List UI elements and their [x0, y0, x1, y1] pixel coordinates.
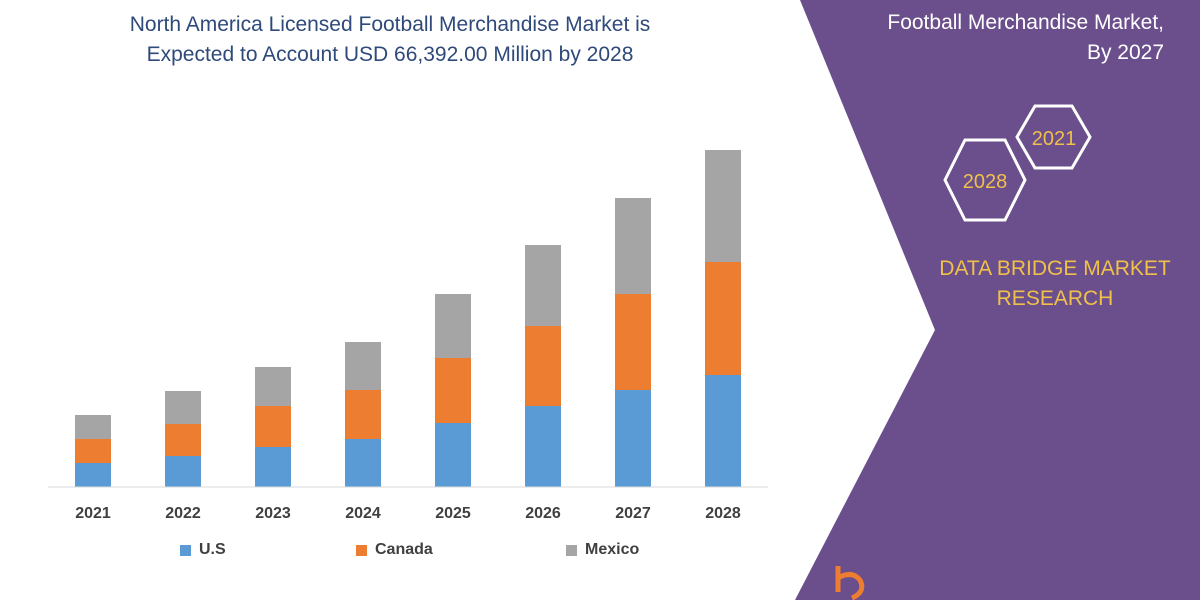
bar-us-2028 [705, 375, 741, 487]
legend-label-canada: Canada [375, 541, 433, 558]
bar-us-2022 [165, 456, 201, 487]
bar-canada-2024 [345, 390, 381, 439]
side-panel-title-line2: By 2027 [1086, 41, 1164, 64]
x-tick-label-2024: 2024 [345, 505, 381, 522]
legend-swatch-mexico [566, 544, 577, 556]
bar-canada-2028 [705, 262, 741, 375]
bar-mexico-2022 [165, 391, 201, 424]
bar-us-2026 [525, 406, 561, 487]
stacked-bar-chart: 2021 2022 2023 2024 2025 2026 2027 2028 [48, 150, 768, 522]
bar-us-2021 [75, 463, 111, 487]
bar-canada-2023 [255, 406, 291, 447]
legend-swatch-canada [356, 544, 367, 556]
x-tick-label-2027: 2027 [615, 505, 651, 522]
legend-item-us: U.S [180, 538, 226, 562]
bar-canada-2022 [165, 424, 201, 456]
side-panel-title-line1: Football Merchandise Market, [887, 11, 1164, 34]
legend-item-canada: Canada [356, 538, 433, 562]
legend-label-mexico: Mexico [585, 541, 640, 558]
bar-mexico-2025 [435, 294, 471, 358]
legend-swatch-us [180, 544, 191, 556]
x-tick-label-2028: 2028 [705, 505, 741, 522]
bar-canada-2025 [435, 358, 471, 423]
bar-mexico-2023 [255, 367, 291, 406]
bar-mexico-2026 [525, 245, 561, 326]
bar-canada-2026 [525, 326, 561, 406]
hex-label-2021: 2021 [1032, 128, 1077, 150]
bar-canada-2027 [615, 294, 651, 390]
chart-title-line1: North America Licensed Football Merchand… [129, 13, 651, 36]
bar-canada-2021 [75, 439, 111, 463]
bar-mexico-2021 [75, 415, 111, 439]
bar-us-2024 [345, 439, 381, 487]
bar-us-2025 [435, 423, 471, 487]
hexagon-2021-icon [1015, 104, 1092, 170]
brand-name: DATA BRIDGE MARKET RESEARCH [930, 254, 1180, 314]
x-tick-label-2026: 2026 [525, 505, 561, 522]
chart-title-line2: Expected to Account USD 66,392.00 Millio… [146, 43, 634, 66]
x-tick-label-2025: 2025 [435, 505, 471, 522]
bar-us-2023 [255, 447, 291, 487]
brand-logo-icon [835, 566, 865, 600]
hex-label-2028: 2028 [963, 171, 1008, 193]
legend-item-mexico: Mexico [566, 538, 639, 562]
purple-side-panel [795, 0, 1200, 600]
brand-name-line1: DATA BRIDGE MARKET [939, 257, 1171, 280]
bar-mexico-2028 [705, 150, 741, 262]
hexagon-2028-icon [943, 138, 1027, 222]
side-panel-title: Football Merchandise Market, By 2027 [804, 8, 1164, 68]
legend-label-us: U.S [199, 541, 226, 558]
x-tick-label-2021: 2021 [75, 505, 111, 522]
brand-name-line2: RESEARCH [996, 287, 1114, 310]
bar-us-2027 [615, 390, 651, 487]
x-tick-label-2023: 2023 [255, 505, 291, 522]
x-tick-label-2022: 2022 [165, 505, 201, 522]
chart-legend: U.S Canada Mexico [0, 538, 780, 562]
bar-mexico-2024 [345, 342, 381, 390]
chart-title: North America Licensed Football Merchand… [60, 10, 720, 70]
bar-mexico-2027 [615, 198, 651, 294]
